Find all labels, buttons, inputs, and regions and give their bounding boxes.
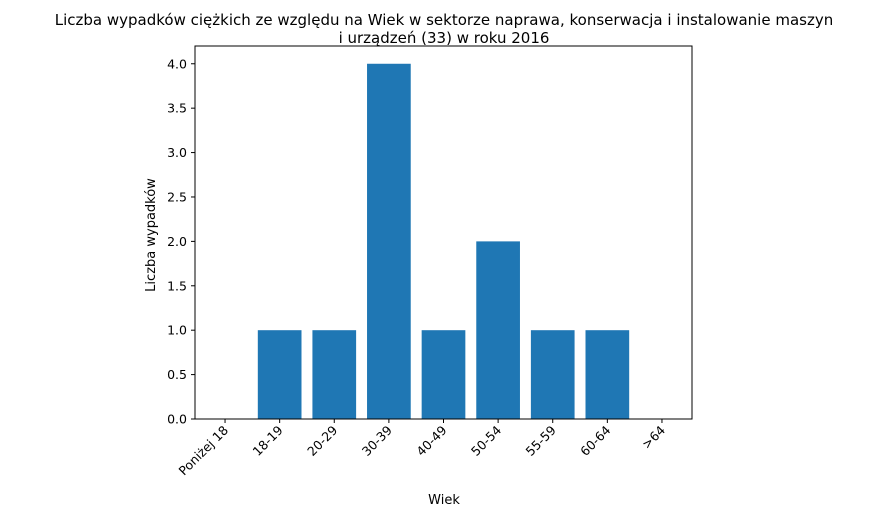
y-tick-label-2: 1.0 [167, 323, 187, 338]
y-tick-label-7: 3.5 [167, 101, 187, 116]
bar-5 [476, 241, 520, 419]
y-axis: 0.0 0.5 1.0 1.5 2.0 2.5 3.0 3.5 4.0 [167, 56, 195, 427]
bar-6 [530, 330, 575, 419]
chart-title-line-1: Liczba wypadków ciężkich ze względu na W… [55, 11, 833, 29]
bars-group [257, 63, 630, 420]
bar-4 [421, 330, 466, 419]
x-tick-label-2: 20-29 [304, 422, 340, 458]
x-tick-label-0: Poniżej 18 [175, 422, 231, 478]
bar-3 [367, 63, 411, 420]
x-tick-label-6: 55-59 [523, 422, 559, 458]
bar-7 [585, 330, 630, 419]
y-tick-label-1: 0.5 [167, 367, 187, 382]
x-axis: Poniżej 18 18-19 20-29 30-39 40-49 50-54 55-59… [175, 419, 668, 478]
x-axis-label: Wiek [428, 493, 460, 508]
x-tick-label-7: 60-64 [577, 422, 613, 458]
plot-frame [194, 45, 693, 420]
bar-2 [312, 330, 357, 419]
y-tick-label-6: 3.0 [167, 145, 187, 160]
x-tick-label-5: 50-54 [468, 422, 504, 458]
x-tick-label-8: >64 [639, 422, 668, 451]
chart-title-line-2: i urządzeń (33) w roku 2016 [339, 29, 550, 47]
y-tick-label-3: 1.5 [167, 278, 187, 293]
bar-1 [257, 330, 302, 419]
y-tick-label-5: 2.5 [167, 189, 187, 204]
y-tick-label-0: 0.0 [167, 412, 187, 427]
y-tick-label-8: 4.0 [167, 56, 187, 71]
y-axis-label: Liczba wypadków [144, 178, 159, 292]
x-tick-label-4: 40-49 [413, 422, 449, 458]
x-tick-label-1: 18-19 [249, 422, 285, 458]
x-tick-label-3: 30-39 [359, 422, 395, 458]
y-tick-label-4: 2.0 [167, 234, 187, 249]
